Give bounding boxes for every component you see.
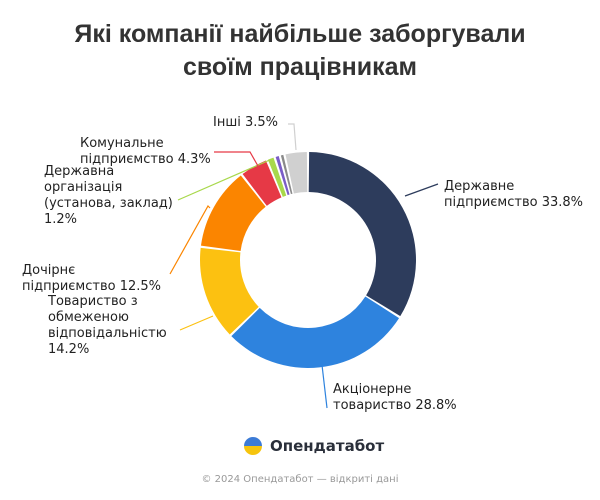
brand-icon [244, 437, 262, 455]
slice-label-value: 1.2% [44, 212, 77, 227]
slice-tov-obm [199, 247, 259, 335]
slice-derzh-org [267, 157, 287, 197]
slice-label-name: організація [44, 180, 122, 195]
leader-line-derzh-org [177, 158, 273, 201]
slice-label-name: Державне [444, 179, 514, 194]
footer-copyright: © 2024 Опендатабот — відкриті дані [201, 474, 399, 485]
slice-inshi [285, 152, 308, 194]
slice-small-2 [280, 154, 293, 195]
chart-title-line-2: своїм працівникам [182, 53, 418, 81]
slice-akts-tov [231, 296, 400, 368]
slice-label-name: (установа, заклад) [44, 196, 173, 211]
leader-line-tov-obm [179, 315, 214, 331]
slice-label-dochirne: Дочірнє підприємство 12.5% [22, 263, 161, 294]
leader-line-inshi [288, 123, 297, 151]
slice-label-name: Комунальне [80, 136, 164, 151]
slice-label-name: підприємство [22, 279, 116, 294]
slice-label-value: 3.5% [241, 115, 278, 130]
slice-label-name: Державна [44, 164, 114, 179]
leader-line-akts-tov [321, 364, 328, 409]
slice-dochirne [200, 175, 266, 251]
brand-name: Опендатабот [270, 437, 385, 455]
leader-line-dochirne [169, 205, 211, 275]
slice-label-name: підприємство [80, 152, 174, 167]
chart-title-line-1: Які компанії найбільше заборгували [74, 20, 526, 48]
slice-label-value: 14.2% [48, 342, 89, 357]
slice-derzh-pidpr [308, 152, 416, 317]
slice-label-inshi: Інші 3.5% [213, 115, 278, 130]
slice-label-name: Дочірнє [22, 263, 75, 278]
slice-label-name: Інші [213, 115, 241, 130]
brand-logo: Опендатабот [242, 434, 384, 458]
leader-line-derzh-pidpr [404, 183, 439, 197]
slice-label-tov-obm: Товариство з обмеженою відповідальністю 14.… [47, 294, 167, 357]
slice-label-name: Товариство з [47, 294, 138, 309]
slice-label-value: 28.8% [411, 398, 456, 413]
slice-label-value: 4.3% [174, 152, 211, 167]
slice-label-derzh-pidpr: Державне підприємство 33.8% [444, 179, 583, 210]
slice-label-name: відповідальністю [48, 326, 167, 341]
slice-label-derzh-org: Державна організація (установа, заклад) 1.2… [44, 164, 173, 227]
slice-label-value: 12.5% [116, 279, 161, 294]
slice-label-name: товариство [333, 398, 411, 413]
slice-label-name: підприємство [444, 195, 538, 210]
slice-label-name: Акціонерне [333, 382, 411, 397]
slice-label-akts-tov: Акціонерне товариство 28.8% [333, 382, 457, 413]
slice-label-value: 33.8% [538, 195, 583, 210]
donut-chart: Державне підприємство 33.8%Акціонерне това… [22, 115, 583, 413]
chart-title: Які компанії найбільше заборгували своїм… [0, 18, 600, 84]
slice-small-1 [275, 156, 290, 196]
slice-komunalne [242, 160, 282, 206]
slice-label-komunalne: Комунальне підприємство 4.3% [80, 136, 211, 167]
leader-line-komunalne [214, 151, 259, 167]
slice-label-name: обмеженою [48, 310, 129, 325]
